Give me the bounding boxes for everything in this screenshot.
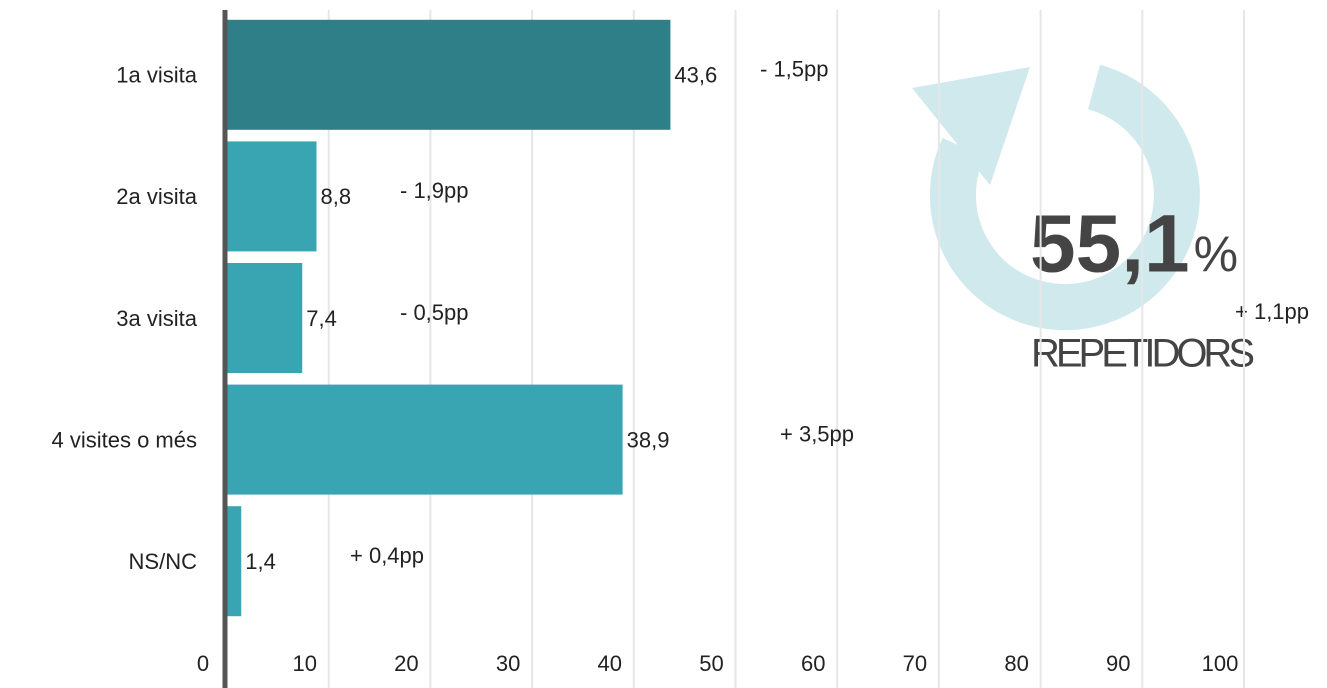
x-tick-label: 30: [496, 651, 520, 676]
y-tick-label: 3a visita: [116, 306, 197, 331]
y-tick-label: NS/NC: [129, 549, 198, 574]
value-label: 8,8: [320, 184, 351, 209]
bar: [227, 141, 317, 252]
x-tick-label: 10: [292, 651, 316, 676]
bar: [227, 384, 623, 495]
x-tick-label: 90: [1106, 651, 1130, 676]
y-tick-label: 4 visites o més: [52, 427, 198, 452]
change-label: + 3,5pp: [780, 421, 854, 446]
callout-unit: %: [1194, 226, 1238, 282]
bar: [227, 506, 242, 617]
value-label: 1,4: [245, 549, 276, 574]
x-tick-label: 100: [1202, 651, 1239, 676]
value-label: 7,4: [306, 306, 337, 331]
x-tick-label: 20: [394, 651, 418, 676]
x-tick-label: 40: [598, 651, 622, 676]
bar: [227, 263, 303, 373]
x-tick-label: 80: [1004, 651, 1028, 676]
change-label: - 1,9pp: [400, 178, 469, 203]
cycle-arrow-ring: [929, 64, 1200, 331]
value-label: 38,9: [627, 427, 670, 452]
change-label: + 0,4pp: [350, 543, 424, 568]
change-label: - 1,5pp: [760, 57, 829, 82]
callout-change: + 1,1pp: [1235, 299, 1309, 324]
x-tick-label: 0: [197, 651, 209, 676]
y-tick-label: 2a visita: [116, 184, 197, 209]
value-label: 43,6: [674, 63, 717, 88]
x-tick-label: 60: [801, 651, 825, 676]
change-label: - 0,5pp: [400, 300, 469, 325]
callout-value: 55,1: [1030, 199, 1190, 290]
cycle-arrow-head: [912, 67, 1030, 185]
bar: [227, 19, 671, 130]
y-tick-label: 1a visita: [116, 63, 197, 88]
x-tick-label: 50: [699, 651, 723, 676]
x-tick-label: 70: [903, 651, 927, 676]
